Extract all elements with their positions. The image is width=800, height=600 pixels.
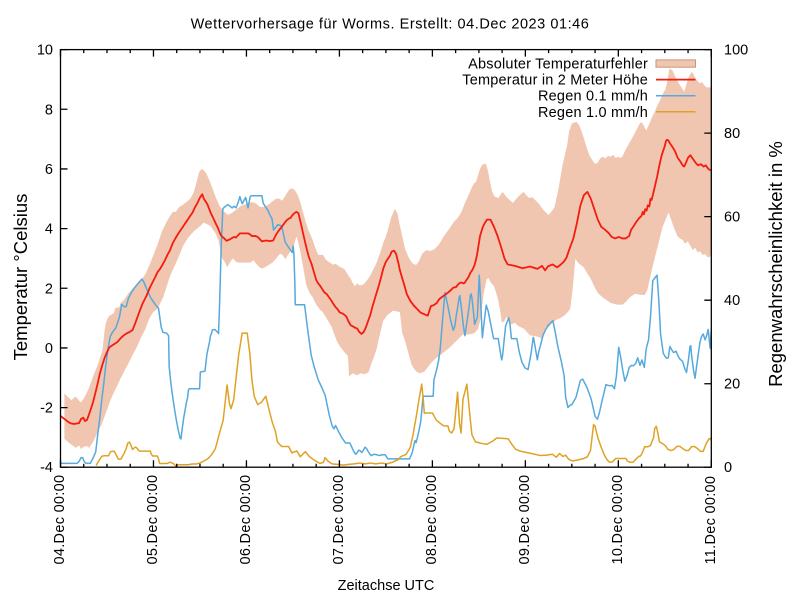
svg-text:60: 60 (724, 210, 740, 226)
svg-text:04.Dec 00:00: 04.Dec 00:00 (52, 475, 68, 565)
svg-text:Wettervorhersage für Worms. Er: Wettervorhersage für Worms. Erstellt: 04… (191, 17, 590, 33)
svg-text:09.Dec 00:00: 09.Dec 00:00 (517, 475, 533, 565)
svg-text:Temperatur in 2 Meter Höhe: Temperatur in 2 Meter Höhe (462, 73, 648, 89)
svg-text:8: 8 (45, 102, 53, 118)
svg-text:100: 100 (724, 43, 748, 59)
svg-text:Regen 0.1 mm/h: Regen 0.1 mm/h (538, 89, 648, 105)
svg-text:20: 20 (724, 377, 740, 393)
svg-text:Zeitachse UTC: Zeitachse UTC (338, 578, 435, 594)
svg-text:Regen 1.0 mm/h: Regen 1.0 mm/h (538, 105, 648, 121)
svg-text:40: 40 (724, 293, 740, 309)
svg-text:-2: -2 (40, 401, 53, 417)
svg-text:Temperatur °Celsius: Temperatur °Celsius (10, 194, 31, 361)
svg-text:07.Dec 00:00: 07.Dec 00:00 (331, 475, 347, 565)
svg-text:10.Dec 00:00: 10.Dec 00:00 (610, 475, 626, 565)
svg-text:2: 2 (45, 281, 53, 297)
svg-text:0: 0 (45, 341, 53, 357)
svg-text:10: 10 (37, 43, 53, 59)
svg-text:05.Dec 00:00: 05.Dec 00:00 (145, 475, 161, 565)
svg-text:0: 0 (724, 460, 732, 476)
svg-text:6: 6 (45, 162, 53, 178)
svg-text:08.Dec 00:00: 08.Dec 00:00 (424, 475, 440, 565)
svg-text:-4: -4 (40, 460, 53, 476)
svg-text:80: 80 (724, 126, 740, 142)
svg-text:Absoluter Temperaturfehler: Absoluter Temperaturfehler (468, 57, 648, 73)
svg-text:Regenwahrscheinlichkeit in %: Regenwahrscheinlichkeit in % (765, 141, 786, 387)
svg-text:4: 4 (45, 222, 53, 238)
svg-text:11.Dec 00:00: 11.Dec 00:00 (703, 476, 719, 565)
svg-text:06.Dec 00:00: 06.Dec 00:00 (238, 475, 254, 565)
